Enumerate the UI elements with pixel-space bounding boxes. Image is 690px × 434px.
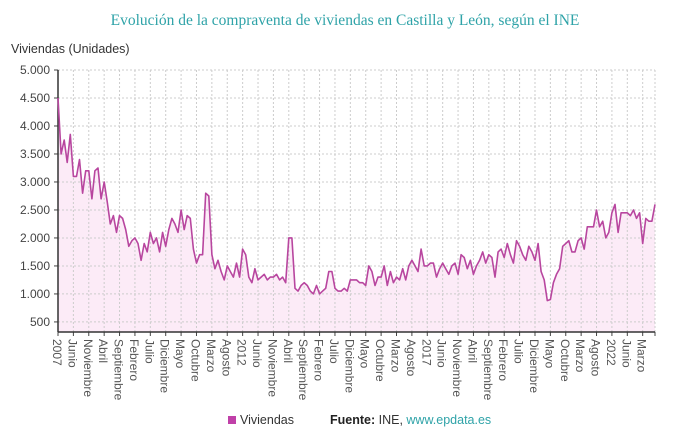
x-tick-label: Junio bbox=[619, 339, 633, 368]
x-tick-label: Abril bbox=[96, 339, 110, 363]
x-tick-label: Mayo bbox=[173, 339, 187, 369]
y-tick-label: 4.500 bbox=[20, 91, 50, 105]
x-tick-label: Septiembre bbox=[481, 339, 495, 401]
source-label: Fuente: bbox=[329, 413, 376, 427]
y-tick-label: 2.500 bbox=[20, 203, 50, 217]
x-tick-label: 2012 bbox=[235, 339, 249, 366]
x-tick-label: Octubre bbox=[558, 339, 572, 382]
x-tick-label: Febrero bbox=[312, 339, 326, 381]
x-tick-label: Agosto bbox=[219, 339, 233, 377]
x-tick-label: Marzo bbox=[389, 339, 403, 373]
x-tick-label: Octubre bbox=[373, 339, 387, 382]
x-tick-label: Octubre bbox=[188, 339, 202, 382]
x-tick-label: Marzo bbox=[635, 339, 649, 373]
legend-swatch bbox=[228, 416, 236, 424]
x-tick-label: Febrero bbox=[127, 339, 141, 381]
x-tick-label: Junio bbox=[435, 339, 449, 368]
source-link[interactable]: www.epdata.es bbox=[406, 413, 492, 427]
y-tick-label: 3.500 bbox=[20, 147, 50, 161]
series-line-viviendas bbox=[57, 97, 656, 302]
y-tick-label: 4.000 bbox=[20, 119, 50, 133]
y-tick-label: 500 bbox=[30, 315, 50, 329]
x-tick-label: Noviembre bbox=[81, 339, 95, 397]
y-tick-label: 1.000 bbox=[20, 287, 50, 301]
x-tick-label: Mayo bbox=[542, 339, 556, 369]
x-tick-label: Junio bbox=[65, 339, 79, 368]
y-tick-label: 3.000 bbox=[20, 175, 50, 189]
x-tick-label: Agosto bbox=[404, 339, 418, 377]
legend-label[interactable]: Viviendas bbox=[240, 413, 294, 427]
x-tick-label: Abril bbox=[281, 339, 295, 363]
x-tick-label: Noviembre bbox=[450, 339, 464, 397]
x-tick-label: 2017 bbox=[419, 339, 433, 366]
y-tick-label: 5.000 bbox=[20, 63, 50, 77]
y-tick-label: 1.500 bbox=[20, 259, 50, 273]
source-note: Fuente: INE, www.epdata.es bbox=[330, 413, 491, 427]
x-tick-label: Septiembre bbox=[296, 339, 310, 401]
x-tick-label: Marzo bbox=[573, 339, 587, 373]
x-tick-label: Abril bbox=[465, 339, 479, 363]
x-tick-label: Mayo bbox=[358, 339, 372, 369]
legend: Viviendas Fuente: INE, www.epdata.es bbox=[228, 413, 491, 427]
series-area bbox=[58, 98, 655, 332]
y-axis-label: Viviendas (Unidades) bbox=[11, 42, 130, 56]
x-tick-label: Diciembre bbox=[342, 339, 356, 393]
x-tick-label: Junio bbox=[250, 339, 264, 368]
y-tick-label: 2.000 bbox=[20, 231, 50, 245]
x-tick-label: Julio bbox=[327, 339, 341, 364]
source-text: INE, bbox=[378, 413, 403, 427]
x-tick-label: Julio bbox=[512, 339, 526, 364]
chart-title: Evolución de la compraventa de viviendas… bbox=[110, 12, 580, 29]
x-tick-label: Agosto bbox=[589, 339, 603, 377]
x-tick-label: 2007 bbox=[50, 339, 64, 366]
x-tick-label: Marzo bbox=[204, 339, 218, 373]
x-tick-label: Diciembre bbox=[158, 339, 172, 393]
x-tick-label: Septiembre bbox=[112, 339, 126, 401]
x-tick-label: 2022 bbox=[604, 339, 618, 366]
x-tick-label: Febrero bbox=[496, 339, 510, 381]
x-tick-label: Diciembre bbox=[527, 339, 541, 393]
x-tick-label: Julio bbox=[142, 339, 156, 364]
x-tick-label: Noviembre bbox=[265, 339, 279, 397]
